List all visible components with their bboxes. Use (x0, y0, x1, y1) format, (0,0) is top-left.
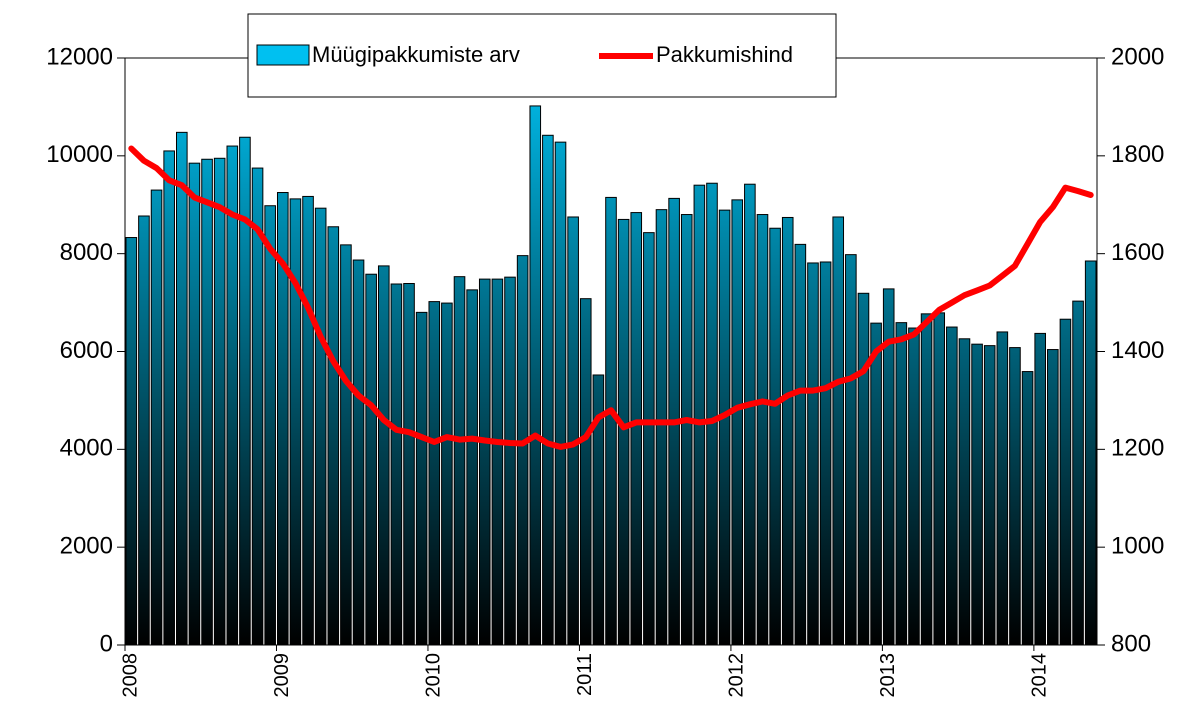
bar (643, 232, 655, 646)
bar (769, 227, 781, 646)
bar (983, 345, 996, 646)
legend-box (247, 13, 837, 98)
bar (908, 327, 920, 646)
bar (453, 276, 466, 646)
bar (617, 218, 630, 646)
bar (554, 141, 567, 646)
bar (163, 150, 175, 646)
bar (390, 283, 403, 646)
y2-tick-label: 1800 (1111, 141, 1164, 168)
bar (478, 278, 491, 646)
bar (138, 215, 150, 646)
bar (845, 254, 857, 646)
bar (680, 214, 693, 646)
bar (946, 326, 958, 646)
bar (289, 198, 302, 646)
y2-tick-label: 1600 (1111, 239, 1164, 266)
x-tick-label: 2013 (877, 653, 899, 698)
bar (340, 244, 352, 646)
x-tick-label: 2012 (726, 653, 748, 698)
bar (933, 312, 946, 646)
bar (1047, 349, 1059, 646)
bar (125, 237, 138, 646)
legend-label: Pakkumishind (656, 42, 793, 67)
bar (895, 322, 908, 646)
bar (516, 255, 529, 646)
bar (542, 134, 554, 646)
bar (1072, 300, 1084, 646)
bar (781, 216, 794, 646)
bar (857, 292, 870, 646)
bar (264, 205, 276, 646)
bar (971, 343, 983, 646)
bar (832, 216, 845, 646)
y-tick-label: 12000 (46, 43, 113, 70)
bar (150, 189, 163, 646)
bar (466, 289, 478, 646)
x-tick-label: 2009 (271, 653, 293, 698)
bar (188, 162, 201, 646)
x-tick-label: 2008 (120, 653, 142, 698)
bar (239, 136, 251, 646)
legend-label: Müügipakkumiste arv (312, 42, 520, 67)
y-tick-label: 8000 (60, 239, 113, 266)
bar (226, 145, 239, 646)
bar (693, 184, 706, 646)
y-tick-label: 2000 (60, 533, 113, 560)
x-tick-label: 2010 (423, 653, 445, 698)
bar (605, 196, 617, 646)
y2-tick-label: 2000 (1111, 43, 1164, 70)
y2-tick-label: 1000 (1111, 533, 1164, 560)
bar (491, 278, 504, 646)
x-tick-label: 2011 (574, 653, 596, 696)
y2-tick-label: 1400 (1111, 337, 1164, 364)
bar (377, 265, 390, 646)
y-tick-label: 0 (100, 630, 113, 657)
bar (365, 273, 377, 646)
bar (441, 302, 453, 646)
bar (403, 283, 415, 646)
x-tick-label: 2014 (1028, 653, 1050, 698)
bar (870, 322, 882, 646)
bar (529, 105, 542, 646)
bar (958, 338, 971, 646)
bar (1059, 318, 1072, 646)
bar (1021, 371, 1034, 646)
bar (819, 261, 832, 646)
y2-tick-label: 800 (1111, 630, 1151, 657)
bar (630, 212, 643, 646)
bar (176, 131, 188, 646)
bar (428, 301, 441, 646)
bar (920, 313, 933, 646)
bar (415, 311, 428, 646)
bar (314, 207, 327, 646)
bar (655, 209, 668, 646)
bar (567, 216, 579, 646)
bar (1009, 347, 1021, 646)
bar (201, 158, 213, 646)
bar (731, 199, 744, 646)
y-tick-label: 4000 (60, 435, 113, 462)
bar (327, 226, 340, 646)
y-tick-label: 6000 (60, 337, 113, 364)
bar (213, 157, 226, 646)
bar (579, 298, 592, 646)
bar (352, 259, 365, 646)
bar (744, 183, 756, 646)
bar (706, 182, 718, 646)
bar (794, 243, 807, 646)
bar (996, 331, 1009, 646)
bar (1034, 332, 1046, 646)
bar (504, 276, 516, 646)
bar (718, 209, 731, 646)
bar (1084, 260, 1097, 646)
price-line (128, 145, 1094, 450)
bar (302, 195, 314, 646)
bar (807, 262, 819, 646)
y-tick-label: 10000 (46, 141, 113, 168)
legend-swatch (256, 44, 310, 66)
bar (756, 214, 769, 646)
y2-tick-label: 1200 (1111, 435, 1164, 462)
